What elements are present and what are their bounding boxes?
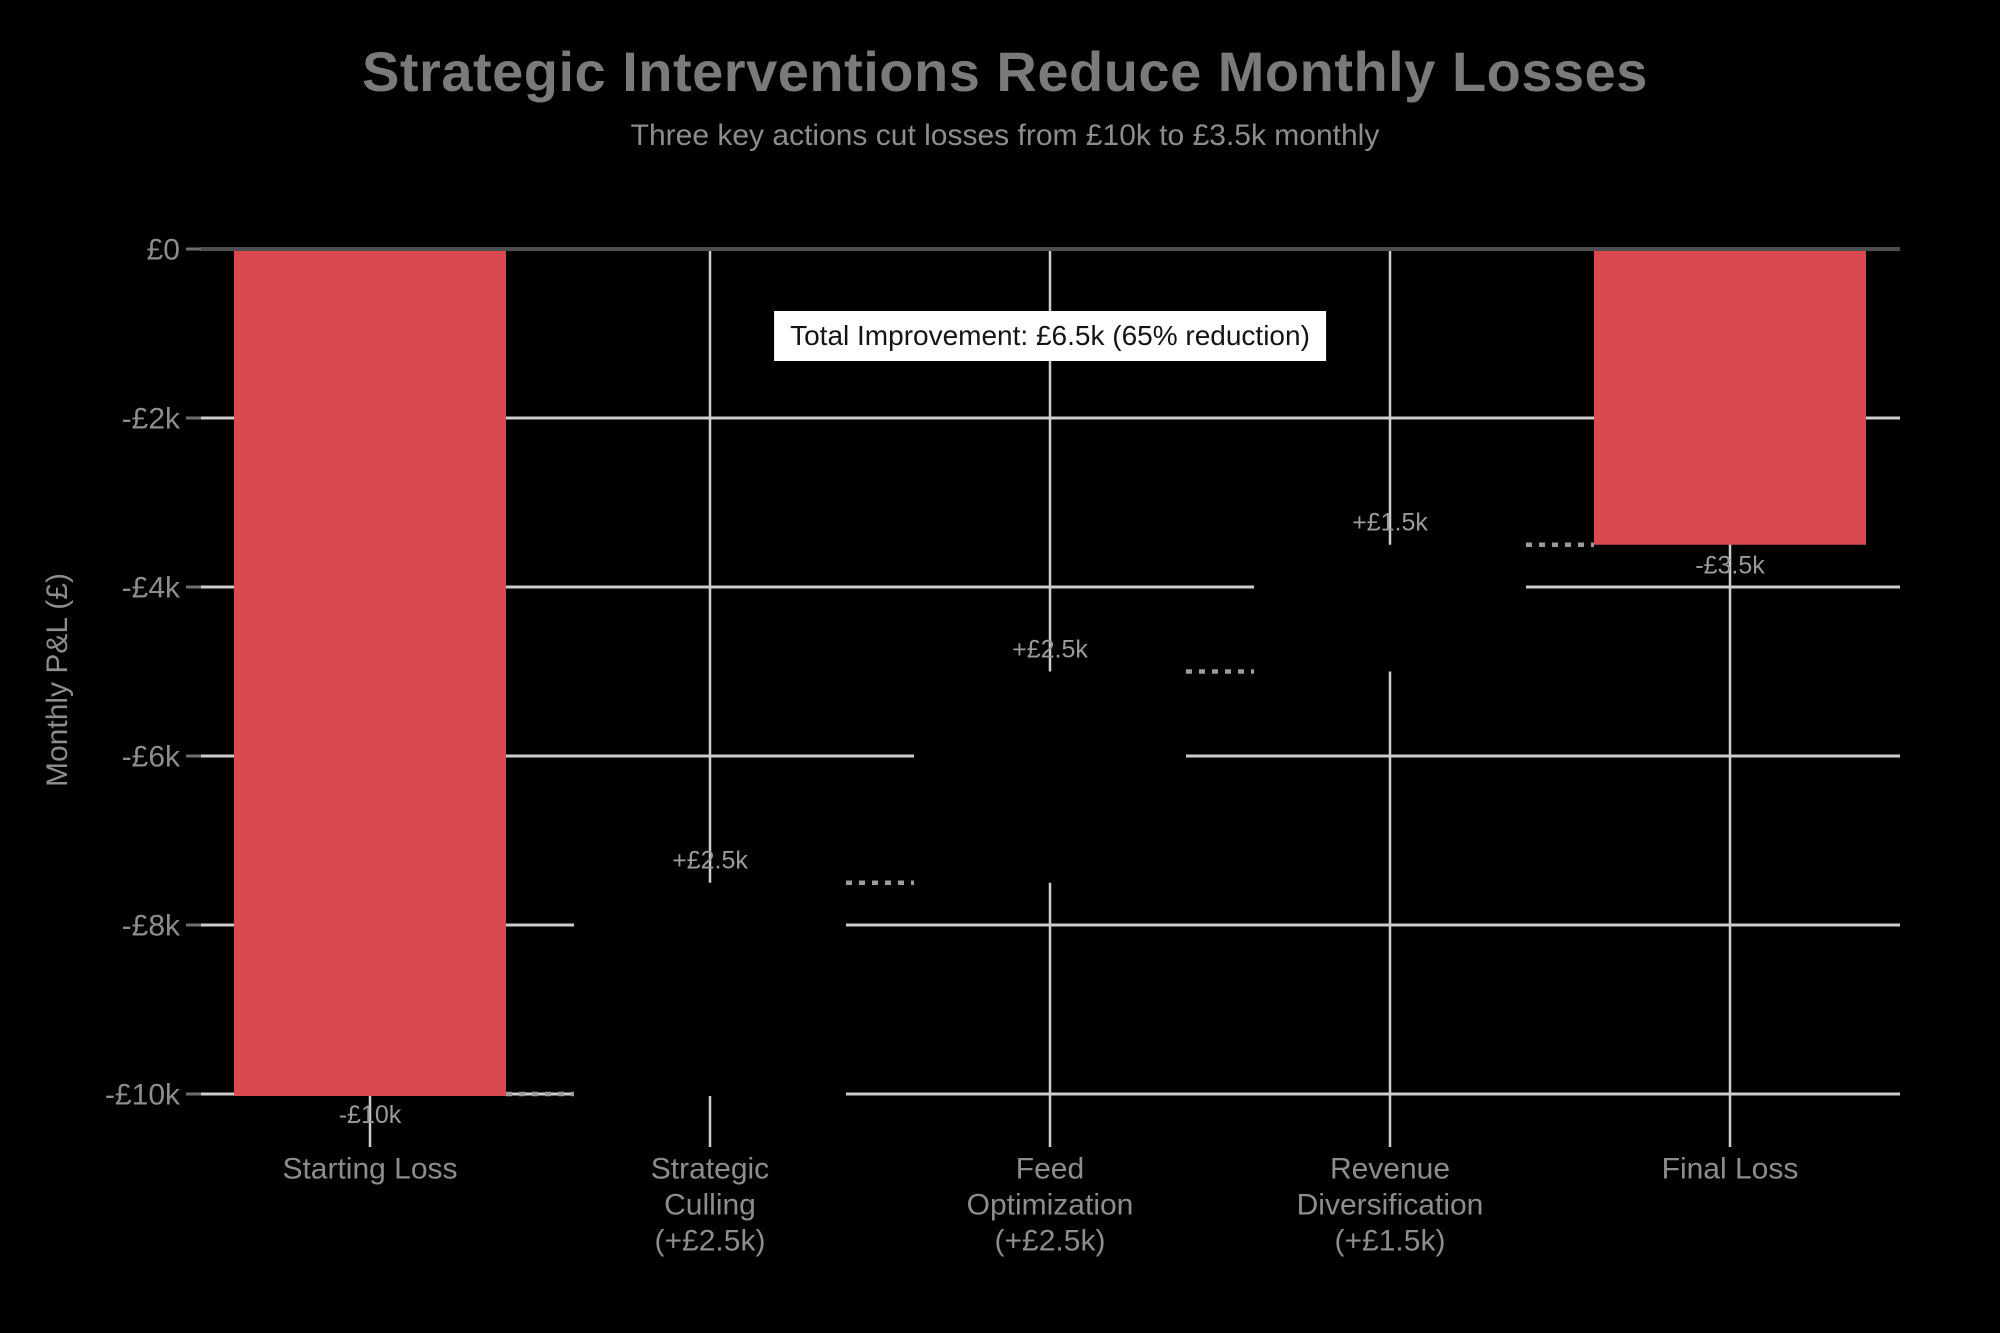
category-label: Optimization (967, 1189, 1134, 1222)
bar-value-label: +£2.5k (1012, 635, 1088, 663)
y-tick-label: -£10k (105, 1079, 181, 1112)
category-label: Starting Loss (282, 1153, 457, 1186)
chart-title: Strategic Interventions Reduce Monthly L… (362, 40, 1648, 103)
y-tick-label: -£6k (122, 741, 181, 774)
category-label: (+£1.5k) (1335, 1225, 1446, 1258)
bar-increase (914, 671, 1186, 883)
category-label: (+£2.5k) (655, 1225, 766, 1258)
chart-subtitle: Three key actions cut losses from £10k t… (630, 119, 1380, 152)
y-tick-label: -£2k (122, 403, 181, 436)
bar-value-label: -£3.5k (1695, 552, 1765, 580)
category-label: (+£2.5k) (995, 1225, 1106, 1258)
bar-increase (574, 882, 846, 1096)
category-label: Strategic (651, 1153, 769, 1186)
category-label: Feed (1016, 1153, 1084, 1186)
bar-value-label: -£10k (339, 1101, 402, 1129)
y-axis-title: Monthly P&L (£) (41, 573, 74, 787)
y-tick-label: -£4k (122, 572, 181, 605)
category-label: Diversification (1297, 1189, 1484, 1222)
bar-total (1594, 249, 1866, 545)
total-improvement-annotation: Total Improvement: £6.5k (65% reduction) (774, 311, 1326, 361)
bar-value-label: +£2.5k (672, 847, 748, 875)
bar-total (234, 249, 506, 1096)
category-label: Final Loss (1662, 1153, 1799, 1186)
y-tick-label: -£8k (122, 910, 181, 943)
bar-increase (1254, 544, 1526, 672)
bar-value-label: +£1.5k (1352, 509, 1428, 537)
category-label: Revenue (1330, 1153, 1450, 1186)
category-label: Culling (664, 1189, 756, 1222)
y-tick-label: £0 (147, 234, 180, 267)
